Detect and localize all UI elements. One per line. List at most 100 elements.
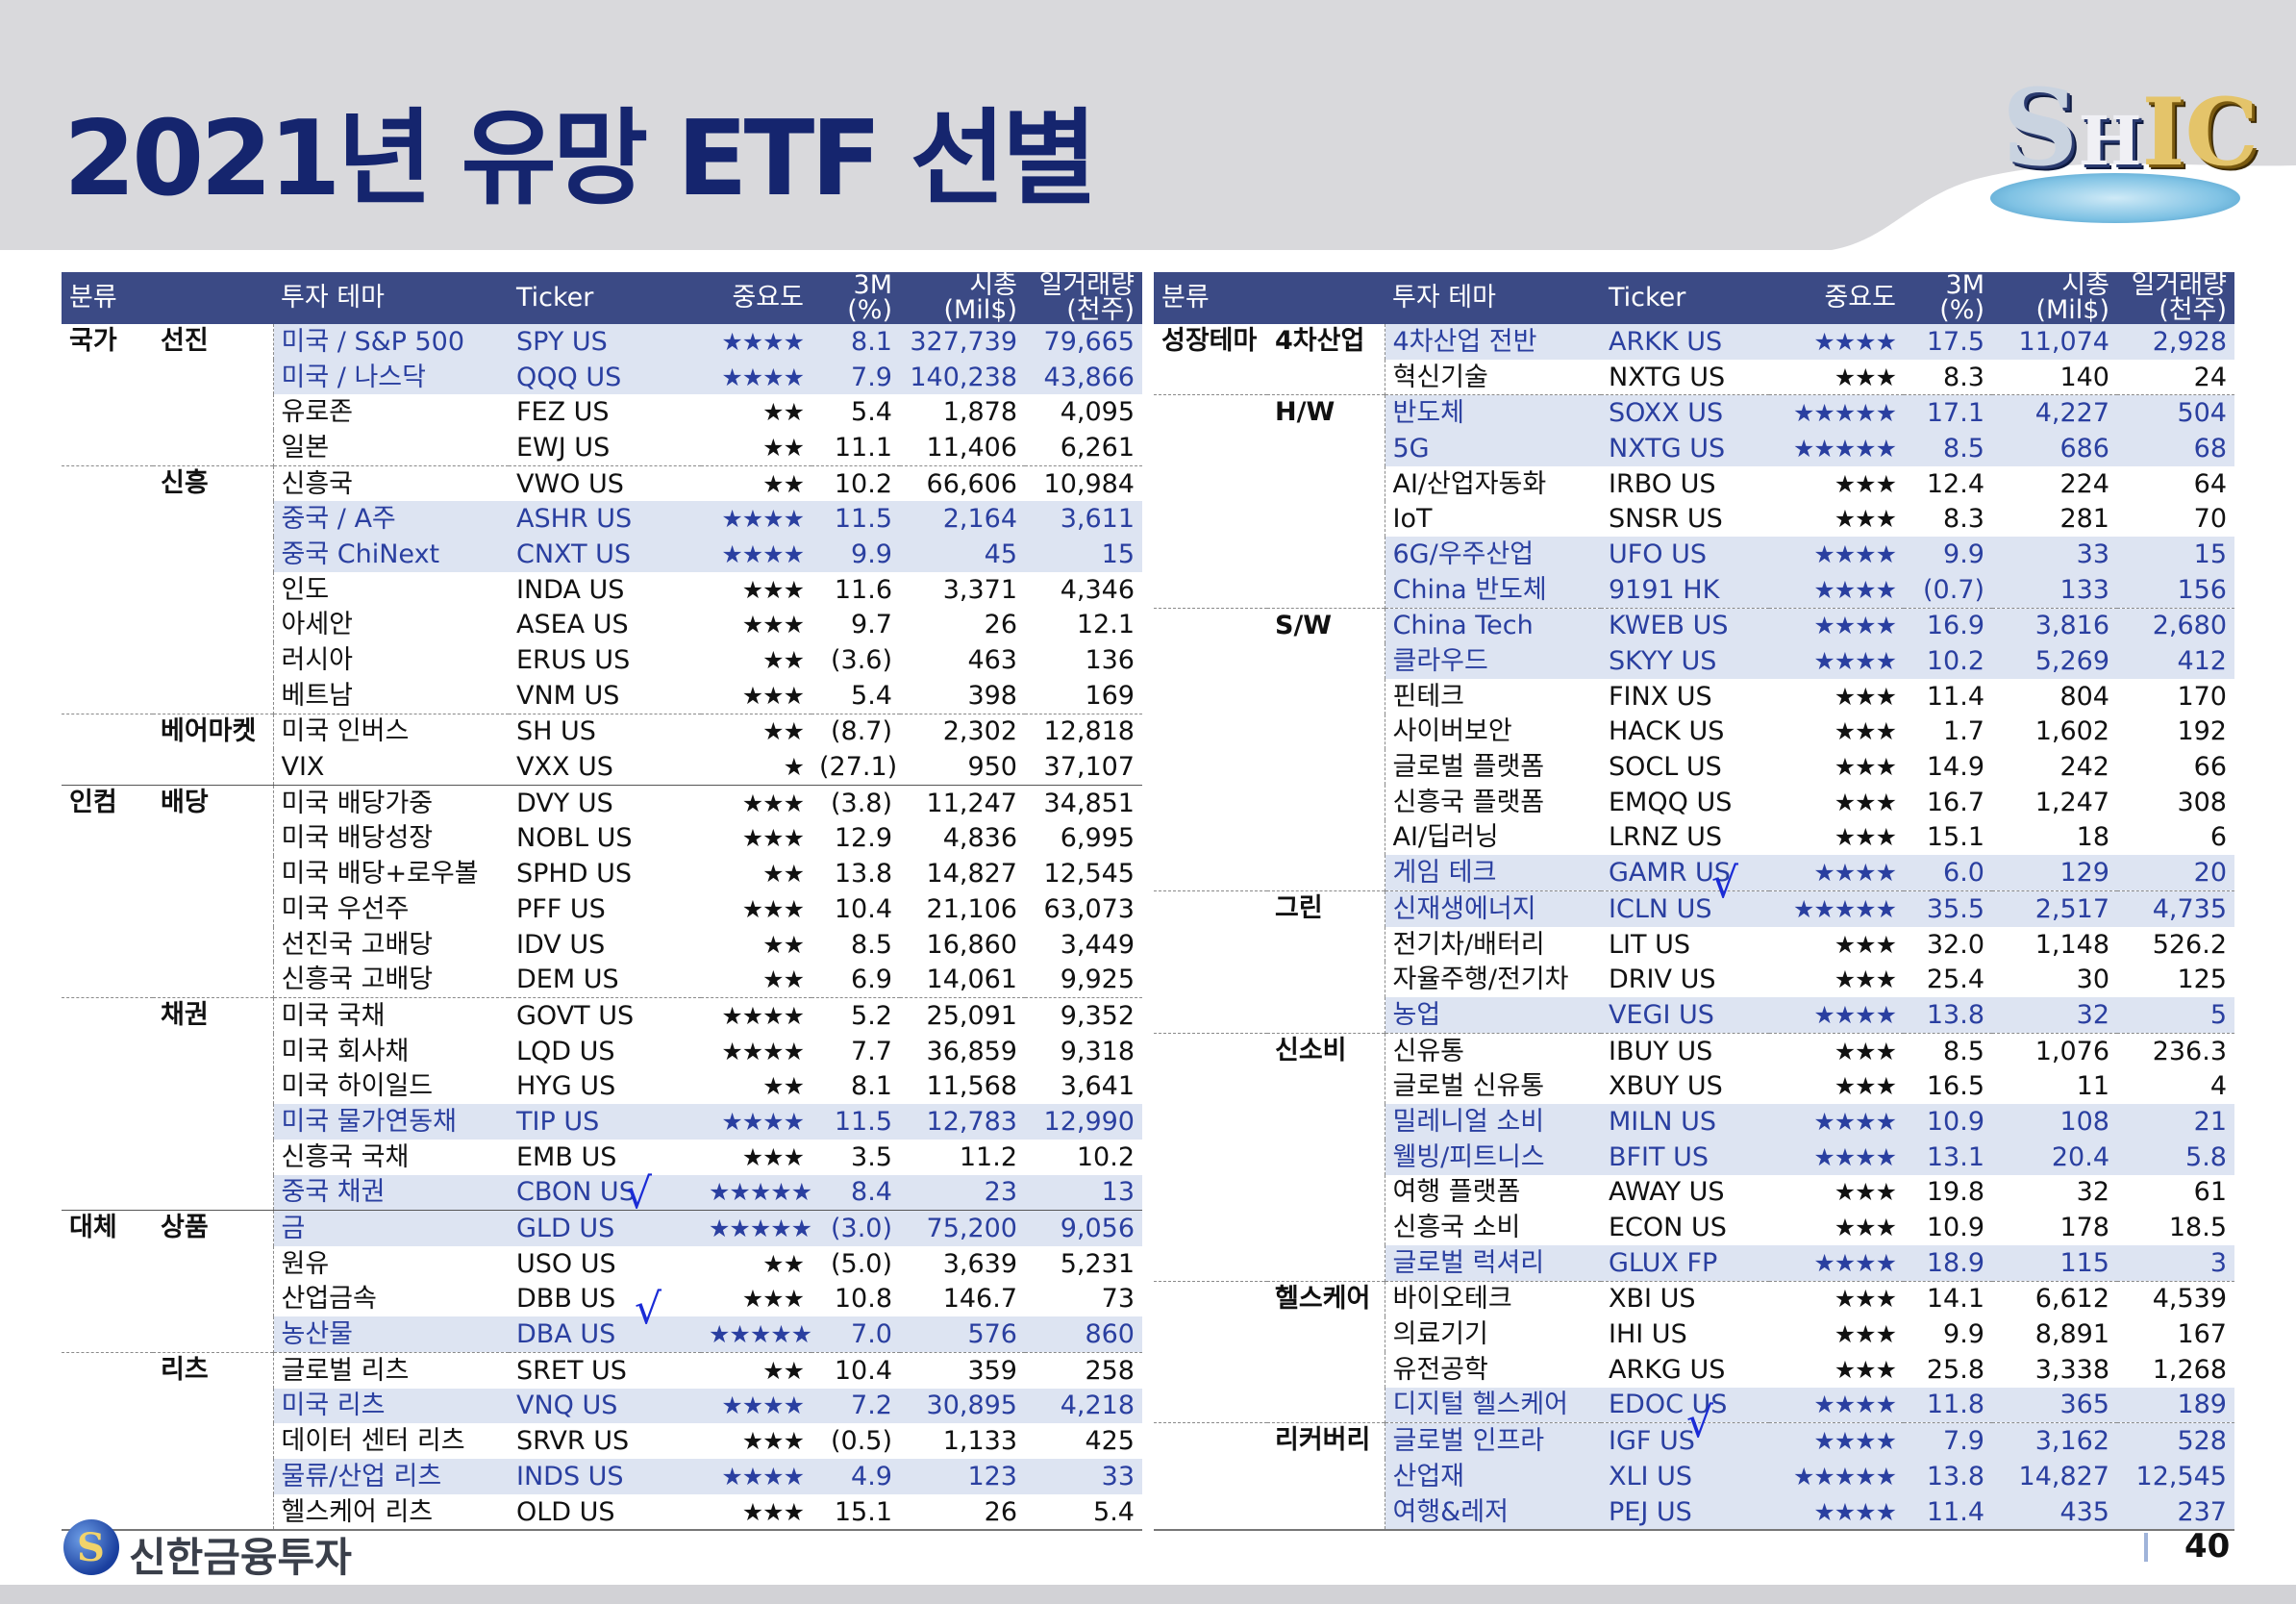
table-row: 미국 리츠 VNQ US ★★★★ 7.2 30,895 4,218 <box>62 1388 1142 1424</box>
category-main <box>1154 572 1267 608</box>
return-3m-cell: (8.7) <box>811 713 900 750</box>
daily-volume-cell: 3 <box>2117 1244 2234 1282</box>
table-row: 리츠 글로벌 리츠 SRET US ★★ 10.4 359 258 <box>62 1351 1142 1389</box>
daily-volume-cell: 10,984 <box>1025 464 1142 502</box>
market-cap-cell: 3,639 <box>942 1248 1017 1279</box>
return-3m-cell: 13.1 <box>1904 1139 1992 1175</box>
table-row: 글로벌 신유통 XBUY US ★★★ 16.5 11 4 <box>1154 1068 2234 1105</box>
importance-stars: ★★ <box>701 464 811 502</box>
return-3m-cell: 7.0 <box>811 1316 900 1353</box>
importance-stars: ★★★ <box>1834 753 1897 782</box>
return-3m-cell: 3.5 <box>851 1141 892 1172</box>
ticker-cell: IDV US <box>516 929 606 960</box>
theme-cell: AI/산업자동화 <box>1392 468 1547 499</box>
market-cap-cell: 365 <box>1992 1387 2117 1423</box>
category-main <box>1154 785 1267 820</box>
header-swoosh <box>0 163 2296 250</box>
market-cap-cell: 281 <box>2059 504 2109 535</box>
table-row: 대체 상품 금 GLD US ★★★★★ (3.0) 75,200 9,056 <box>62 1210 1142 1246</box>
ticker-cell: GOVT US <box>509 997 701 1034</box>
category-sub <box>1267 1387 1385 1423</box>
category-main <box>62 1282 153 1317</box>
ticker-cell: PFF US <box>516 893 606 924</box>
ticker-cell: LQD US <box>516 1036 615 1066</box>
daily-volume-cell: 125 <box>2177 965 2227 995</box>
daily-volume-cell: 73 <box>1101 1284 1135 1315</box>
category-main <box>62 891 153 927</box>
category-main <box>1154 997 1267 1033</box>
market-cap-cell: 25,091 <box>900 997 1025 1034</box>
col-header-category: 분류 <box>1154 272 1385 324</box>
daily-volume-cell: 24 <box>2193 362 2227 392</box>
category-main <box>62 678 153 714</box>
market-cap-cell: 5,269 <box>1992 643 2117 679</box>
return-3m-cell: 5.4 <box>851 680 892 711</box>
market-cap-cell: 11.2 <box>959 1141 1017 1172</box>
check-mark-xli: √ <box>1686 1398 1714 1447</box>
return-3m-cell: 8.5 <box>1904 1032 1992 1069</box>
daily-volume-cell: 15 <box>1025 537 1142 572</box>
importance-stars: ★★★★★ <box>701 1316 811 1353</box>
category-sub <box>153 1033 274 1069</box>
category-sub <box>153 607 274 643</box>
table-row: 미국 하이일드 HYG US ★★ 8.1 11,568 3,641 <box>62 1068 1142 1105</box>
theme-cell: 4차산업 전반 <box>1385 324 1601 360</box>
importance-stars: ★★★ <box>1834 363 1897 391</box>
importance-stars: ★★★ <box>1834 1355 1897 1384</box>
ticker-cell: VWO US <box>509 464 701 502</box>
table-row: 러시아 ERUS US ★★ (3.6) 463 136 <box>62 642 1142 678</box>
return-3m-cell: 10.9 <box>1904 1104 1992 1140</box>
category-sub: 4차산업 <box>1267 324 1385 360</box>
category-main <box>62 608 153 643</box>
category-sub <box>1267 643 1385 679</box>
category-sub <box>1267 1104 1385 1140</box>
daily-volume-cell: 12,818 <box>1025 713 1142 750</box>
market-cap-cell: 950 <box>967 752 1017 783</box>
table-row: 산업재 XLI US ★★★★★ 13.8 14,827 12,545 <box>1154 1459 2234 1494</box>
market-cap-cell: 3,371 <box>942 574 1017 605</box>
category-sub <box>1267 431 1385 466</box>
theme-cell: 글로벌 인프라 <box>1385 1422 1601 1459</box>
table-row: 신흥국 플랫폼 EMQQ US ★★★ 16.7 1,247 308 <box>1154 784 2234 820</box>
market-cap-cell: 23 <box>900 1174 1025 1211</box>
theme-cell: 전기차/배터리 <box>1392 929 1545 960</box>
theme-cell: 미국 하이일드 <box>281 1071 434 1102</box>
market-cap-cell: 11 <box>2076 1071 2109 1102</box>
category-sub <box>1267 1493 1385 1532</box>
ticker-cell: ARKK US <box>1601 324 1769 360</box>
category-main <box>1154 927 1267 963</box>
table-row: 디지털 헬스케어 EDOC US ★★★★ 11.8 365 189 <box>1154 1387 2234 1423</box>
importance-stars: ★★★ <box>1834 823 1897 852</box>
return-3m-cell: 9.7 <box>851 610 892 640</box>
category-main <box>62 1459 153 1494</box>
return-3m-cell: 14.9 <box>1926 752 1984 783</box>
table-row: 신흥국 소비 ECON US ★★★ 10.9 178 18.5 <box>1154 1210 2234 1245</box>
return-3m-cell: 19.8 <box>1926 1177 1984 1208</box>
category-main <box>62 572 153 608</box>
category-sub: 헬스케어 <box>1267 1280 1385 1317</box>
ticker-cell: NOBL US <box>516 823 633 854</box>
daily-volume-cell: 2,928 <box>2117 324 2234 360</box>
market-cap-cell: 14,827 <box>1992 1459 2117 1494</box>
importance-stars: ★★★★ <box>701 997 811 1034</box>
daily-volume-cell: 70 <box>2193 504 2227 535</box>
theme-cell: 미국 회사채 <box>281 1036 410 1066</box>
ticker-cell: INDS US <box>509 1459 701 1494</box>
importance-stars: ★★★ <box>1834 1178 1897 1207</box>
theme-cell: 농업 <box>1385 997 1601 1034</box>
importance-stars: ★★ <box>762 1249 805 1278</box>
category-sub <box>1267 1068 1385 1105</box>
importance-stars: ★★★ <box>1834 469 1897 498</box>
importance-stars: ★★★ <box>741 681 805 710</box>
category-sub <box>1267 1244 1385 1282</box>
daily-volume-cell: 170 <box>2177 681 2227 712</box>
category-sub <box>153 1068 274 1105</box>
daily-volume-cell: 169 <box>1085 680 1135 711</box>
daily-volume-cell: 68 <box>2117 431 2234 466</box>
category-main <box>1154 607 1267 644</box>
ticker-cell: EWJ US <box>516 432 611 463</box>
importance-stars: ★★★ <box>701 1493 811 1532</box>
category-main <box>62 1389 153 1424</box>
return-3m-cell: 16.9 <box>1904 607 1992 644</box>
daily-volume-cell: 860 <box>1025 1316 1142 1353</box>
